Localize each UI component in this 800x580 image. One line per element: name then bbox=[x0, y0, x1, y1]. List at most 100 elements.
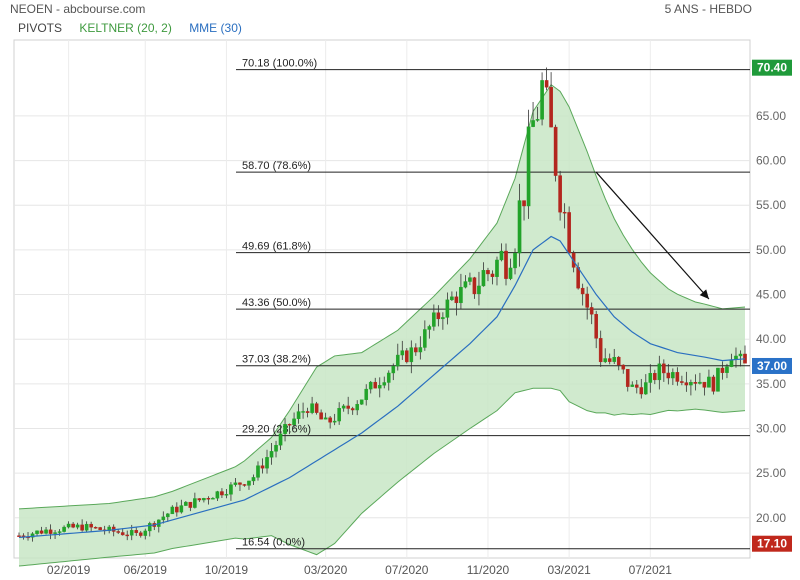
candle-body bbox=[639, 387, 644, 395]
candle-body bbox=[702, 381, 707, 388]
candle-body bbox=[481, 270, 486, 287]
candle-body bbox=[653, 373, 657, 381]
y-tick-label: 65.00 bbox=[756, 109, 786, 123]
candle-body bbox=[39, 530, 44, 534]
candle-body bbox=[296, 411, 301, 420]
keltner-upper-line bbox=[18, 83, 746, 510]
candle-body bbox=[359, 399, 364, 405]
candle-body bbox=[35, 530, 39, 534]
candle-body bbox=[332, 420, 337, 423]
candle-body bbox=[310, 403, 314, 413]
candle-body bbox=[540, 80, 544, 120]
candle-body bbox=[499, 250, 504, 261]
candle-body bbox=[229, 484, 233, 495]
candle-body bbox=[598, 338, 603, 363]
fib-level-label: 49.69 (61.8%) bbox=[242, 241, 311, 253]
candle-body bbox=[648, 373, 653, 383]
keltner-lower-line bbox=[18, 387, 746, 567]
candle-body bbox=[373, 381, 378, 389]
candle-body bbox=[580, 287, 585, 295]
candle-body bbox=[630, 384, 635, 387]
trend-arrow-line bbox=[595, 171, 710, 300]
candle-body bbox=[147, 523, 152, 532]
price-badge-low bbox=[752, 535, 792, 552]
x-tick-label: 07/2020 bbox=[385, 563, 429, 577]
candle-body bbox=[184, 501, 188, 506]
candle-body bbox=[197, 498, 202, 501]
candle-body bbox=[382, 382, 387, 386]
candle-body bbox=[680, 381, 684, 383]
candle-body bbox=[657, 363, 662, 381]
candle-body bbox=[522, 200, 526, 207]
candle-body bbox=[206, 498, 211, 500]
candle-body bbox=[405, 350, 409, 363]
candle-body bbox=[486, 270, 490, 275]
candle-body bbox=[215, 491, 220, 499]
candle-body bbox=[400, 350, 405, 356]
candle-body bbox=[567, 212, 571, 254]
candle-body bbox=[450, 296, 454, 301]
y-tick-label: 30.00 bbox=[756, 422, 786, 436]
candle-body bbox=[193, 498, 197, 508]
candle-body bbox=[224, 494, 229, 496]
candle-body bbox=[260, 465, 265, 469]
candle-body bbox=[44, 529, 48, 534]
candle-body bbox=[386, 372, 391, 383]
candle-body bbox=[603, 358, 608, 363]
legend-keltner: KELTNER (20, 2) bbox=[79, 21, 172, 35]
candle-body bbox=[319, 412, 323, 420]
candle-body bbox=[625, 368, 630, 387]
candle-body bbox=[84, 523, 89, 531]
candle-body bbox=[125, 534, 130, 537]
candle-body bbox=[716, 367, 720, 392]
candle-body bbox=[364, 388, 369, 400]
candle-body bbox=[666, 372, 671, 379]
candle-body bbox=[391, 365, 396, 374]
x-tick-label: 10/2019 bbox=[205, 563, 249, 577]
candle-body bbox=[729, 359, 734, 368]
candle-body bbox=[427, 326, 432, 330]
candle-body bbox=[269, 451, 274, 458]
candle-body bbox=[594, 314, 598, 339]
candle-body bbox=[409, 347, 414, 363]
legend-pivots: PIVOTS bbox=[18, 21, 63, 35]
y-tick-label: 60.00 bbox=[756, 154, 786, 168]
price-badge-high bbox=[752, 59, 792, 76]
candle-body bbox=[120, 532, 125, 536]
candle-body bbox=[423, 329, 427, 348]
candle-body bbox=[211, 498, 215, 500]
candle-body bbox=[355, 404, 359, 411]
candle-body bbox=[549, 87, 553, 128]
candle-body bbox=[526, 126, 531, 207]
ema-line bbox=[18, 235, 746, 539]
candle-body bbox=[62, 526, 66, 532]
candle-body bbox=[71, 523, 75, 528]
y-tick-label: 55.00 bbox=[756, 198, 786, 212]
candle-body bbox=[17, 535, 21, 537]
price-badge-label: 17.10 bbox=[757, 537, 787, 551]
candle-body bbox=[612, 356, 617, 362]
candle-body bbox=[589, 307, 594, 315]
price-badge-label: 70.40 bbox=[757, 61, 787, 75]
candle-body bbox=[738, 353, 743, 357]
fib-level-label: 58.70 (78.6%) bbox=[242, 160, 311, 172]
candle-body bbox=[350, 408, 355, 411]
candle-body bbox=[53, 532, 57, 534]
candle-body bbox=[643, 382, 648, 395]
candle-body bbox=[576, 267, 580, 289]
candle-body bbox=[256, 465, 260, 478]
candle-body bbox=[675, 372, 680, 382]
candle-body bbox=[89, 523, 93, 528]
candle-body bbox=[436, 312, 441, 320]
candle-body bbox=[265, 457, 269, 469]
x-tick-label: 02/2019 bbox=[47, 563, 91, 577]
candle-body bbox=[585, 293, 589, 308]
fib-level-label: 70.18 (100.0%) bbox=[242, 58, 317, 70]
candle-body bbox=[562, 211, 567, 214]
candle-body bbox=[287, 424, 292, 426]
candle-body bbox=[274, 444, 278, 452]
candle-body bbox=[116, 531, 121, 533]
candle-body bbox=[129, 530, 134, 536]
candle-body bbox=[175, 506, 179, 513]
